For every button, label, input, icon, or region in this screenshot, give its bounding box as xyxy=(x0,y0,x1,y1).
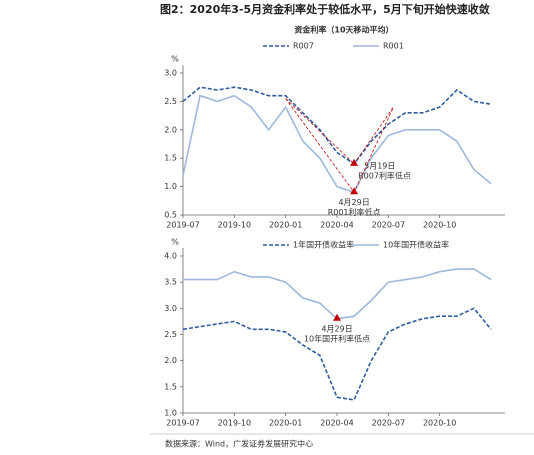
y-tick-label: 2.0 xyxy=(164,125,177,134)
y-tick-label: 2.5 xyxy=(164,330,177,339)
y-unit: % xyxy=(171,55,179,64)
y-tick-label: 1.0 xyxy=(164,409,177,418)
y-tick-label: 3.5 xyxy=(164,278,177,287)
low-marker xyxy=(333,313,341,321)
annotation-text: R007利率低点 xyxy=(358,170,411,180)
y-tick-label: 1.0 xyxy=(164,182,177,191)
legend-label: 1年国开债收益率 xyxy=(293,240,354,250)
x-tick-label: 2020-01 xyxy=(269,221,302,230)
y-unit: % xyxy=(171,238,179,247)
x-tick-label: 2020-07 xyxy=(372,221,405,230)
series-line xyxy=(182,94,492,194)
low-marker xyxy=(350,158,359,166)
y-tick-label: 4.0 xyxy=(164,252,177,261)
x-tick-label: 2020-10 xyxy=(423,221,456,230)
low-marker xyxy=(350,187,359,195)
y-tick-label: 2.0 xyxy=(164,356,177,365)
series-line xyxy=(182,307,492,401)
figure-title: 图2：2020年3-5月资金利率处于较低水平，5月下旬开始快速收敛 xyxy=(160,2,490,16)
legend-label: R001 xyxy=(383,42,404,51)
y-tick-label: 1.5 xyxy=(164,154,177,163)
x-tick-label: 2020-10 xyxy=(423,419,456,428)
annotation-text: 10年国开利率低点 xyxy=(304,333,370,343)
annotation-date: 4月29日 xyxy=(321,324,352,333)
legend-label: R007 xyxy=(293,42,314,51)
source-note: 数据来源：Wind，广发证券发展研究中心 xyxy=(165,439,313,449)
chart-title: 资金利率（10天移动平均） xyxy=(294,25,393,35)
x-tick-label: 2019-10 xyxy=(218,419,251,428)
annotation-date: 5月19日 xyxy=(364,161,395,170)
y-tick-label: 3.0 xyxy=(164,304,177,313)
x-tick-label: 2019-07 xyxy=(166,419,199,428)
trend-guide xyxy=(285,98,394,194)
x-tick-label: 2019-07 xyxy=(166,221,199,230)
annotation-text: R001利率低点 xyxy=(328,207,381,217)
annotation-date: 4月29日 xyxy=(338,198,369,207)
y-tick-label: 1.5 xyxy=(164,382,177,391)
x-tick-label: 2020-04 xyxy=(320,221,353,230)
x-tick-label: 2020-04 xyxy=(320,419,353,428)
y-tick-label: 2.5 xyxy=(164,97,177,106)
x-tick-label: 2020-07 xyxy=(372,419,405,428)
legend-label: 10年国开债收益率 xyxy=(383,240,449,250)
y-tick-label: 0.5 xyxy=(164,211,177,220)
x-tick-label: 2019-10 xyxy=(218,221,251,230)
x-tick-label: 2020-01 xyxy=(269,419,302,428)
y-tick-label: 3.0 xyxy=(164,69,177,78)
trend-guide xyxy=(285,98,394,165)
series-line xyxy=(182,86,492,165)
